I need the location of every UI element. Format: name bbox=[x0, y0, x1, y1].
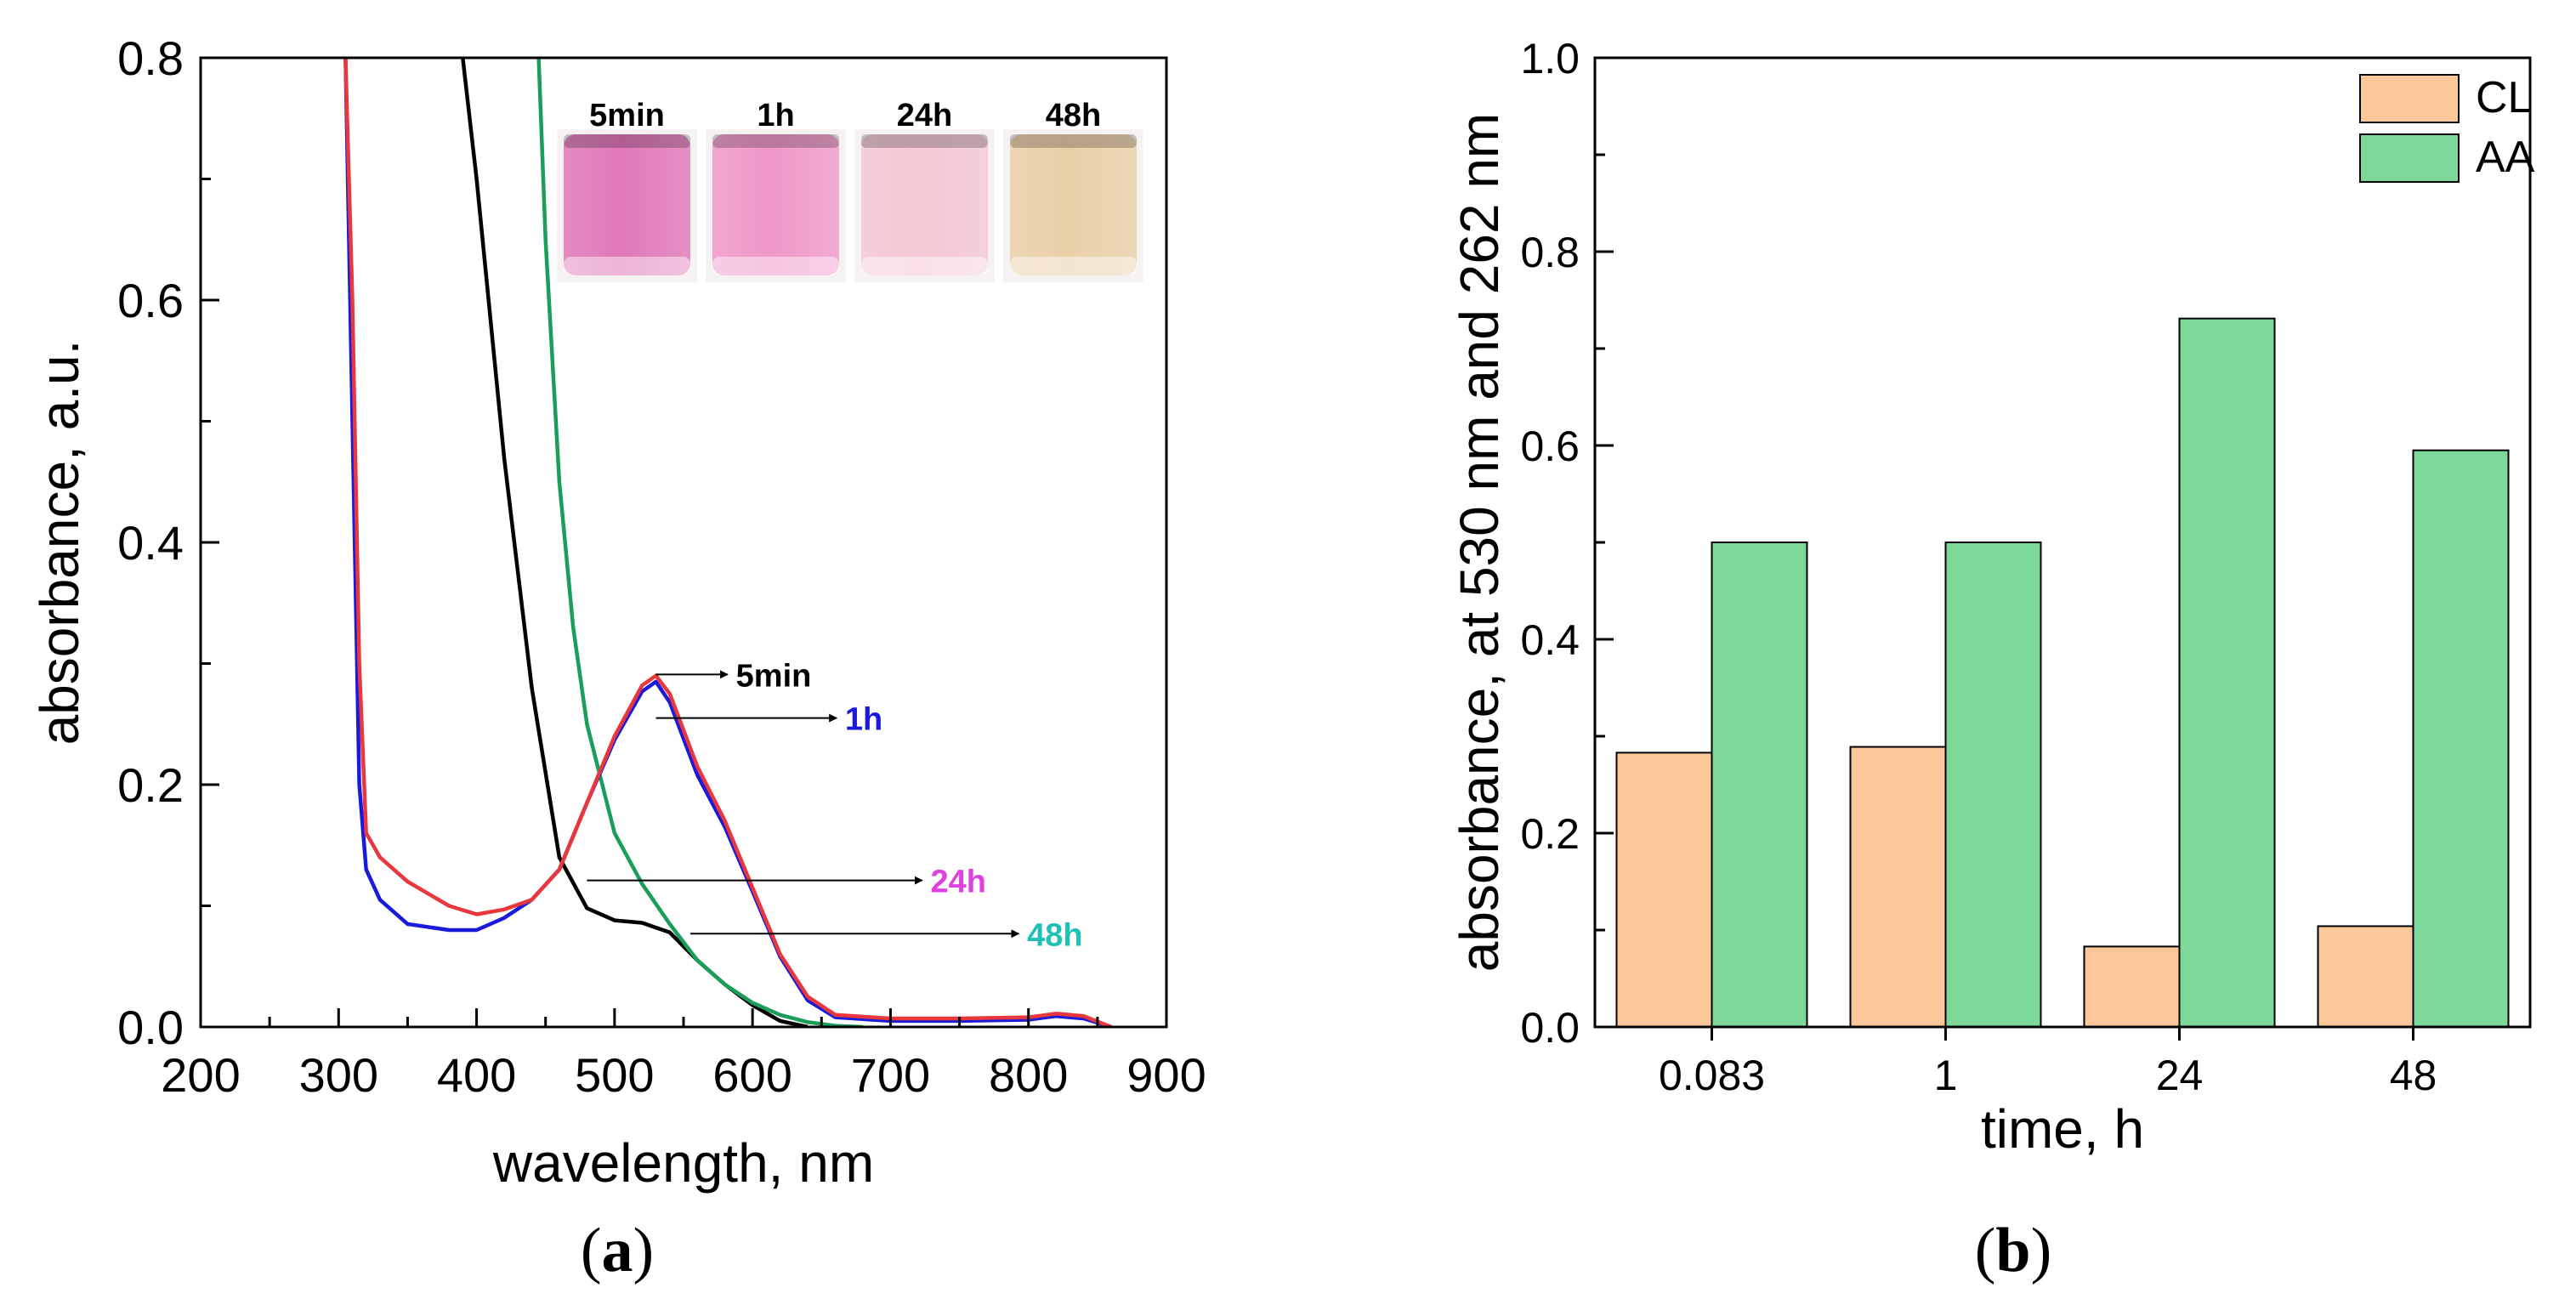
x-tick-label: 500 bbox=[575, 1048, 654, 1102]
annotation-label-5min: 5min bbox=[736, 658, 812, 694]
inset-vial-photos: 5min 1h 24h 48h bbox=[557, 98, 1143, 282]
vial-photo-1h bbox=[706, 129, 846, 282]
bar-AA-48 bbox=[2412, 449, 2510, 1028]
series-line-5min bbox=[343, 58, 1112, 1027]
legend-label-CL: CL bbox=[2476, 73, 2532, 122]
vial-label: 24h bbox=[897, 98, 952, 133]
y-tick-label: 0.8 bbox=[1520, 229, 1580, 276]
x-tick-label: 48 bbox=[2390, 1052, 2437, 1099]
x-tick-label: 400 bbox=[437, 1048, 516, 1102]
bar-CL-1 bbox=[1849, 746, 1947, 1028]
x-tick-label: 800 bbox=[989, 1048, 1068, 1102]
annotation-label-1h: 1h bbox=[845, 702, 882, 738]
x-tick-label: 1 bbox=[1934, 1052, 1958, 1099]
x-tick-label: 0.083 bbox=[1659, 1052, 1765, 1099]
panel-a-letter: a bbox=[602, 1216, 633, 1285]
vial-meniscus bbox=[1010, 134, 1137, 148]
panel-b-y-axis-label: absorbance, at 530 nm and 262 nm bbox=[1449, 113, 1510, 972]
bar-CL-24 bbox=[2083, 945, 2181, 1029]
y-tick-label: 0.2 bbox=[117, 758, 184, 812]
panel-b-letter: b bbox=[1995, 1216, 2030, 1285]
vial-liquid bbox=[861, 134, 988, 275]
vial-meniscus bbox=[712, 134, 839, 148]
vial-liquid bbox=[712, 134, 839, 275]
annotation-label-24h: 24h bbox=[930, 865, 985, 900]
vial-liquid bbox=[1010, 134, 1137, 275]
vial-base bbox=[861, 257, 988, 275]
vial-label: 1h bbox=[757, 98, 794, 133]
bar-CL-0.083 bbox=[1615, 752, 1713, 1028]
panel-b-x-axis-label: time, h bbox=[1981, 1098, 2144, 1160]
legend-swatch-CL bbox=[2359, 74, 2460, 123]
panel-a-x-axis-label: wavelength, nm bbox=[492, 1132, 874, 1194]
series-line-1h bbox=[343, 58, 1112, 1027]
panel-b-bar-chart: 0.083 1 24 48 0.0 0.2 0.4 0.6 0.8 1.0 CL AA time, … bbox=[1449, 35, 2535, 1285]
vial-label: 48h bbox=[1046, 98, 1101, 133]
x-tick-label: 600 bbox=[712, 1048, 792, 1102]
x-tick-label: 700 bbox=[851, 1048, 930, 1102]
panel-a-caption: (a) bbox=[581, 1216, 654, 1285]
bar-CL-48 bbox=[2317, 925, 2414, 1028]
vial-base bbox=[1010, 257, 1137, 275]
vial-liquid bbox=[564, 134, 690, 275]
y-tick-label: 0.2 bbox=[1520, 810, 1580, 858]
legend: CL AA bbox=[2359, 73, 2535, 183]
y-tick-label: 0.4 bbox=[117, 516, 184, 570]
vial-meniscus bbox=[861, 134, 988, 148]
legend-label-AA: AA bbox=[2476, 133, 2535, 182]
vial-meniscus bbox=[564, 134, 690, 148]
x-tick-label: 300 bbox=[299, 1048, 378, 1102]
y-tick-label: 0.4 bbox=[1520, 616, 1580, 664]
bar-AA-0.083 bbox=[1711, 542, 1808, 1028]
x-tick-label: 900 bbox=[1126, 1048, 1206, 1102]
vial-base bbox=[564, 257, 690, 275]
vial-photo-5min bbox=[557, 129, 697, 282]
bar-AA-1 bbox=[1944, 542, 2042, 1028]
legend-swatch-AA bbox=[2359, 133, 2460, 183]
y-tick-label: 0.8 bbox=[117, 31, 184, 85]
panel-a-y-axis-label: absorbance, a.u. bbox=[29, 340, 90, 746]
x-tick-label: 24 bbox=[2156, 1052, 2204, 1099]
y-tick-label: 0.0 bbox=[1520, 1004, 1580, 1052]
y-tick-label: 0.0 bbox=[117, 1001, 184, 1054]
vial-photo-48h bbox=[1003, 129, 1143, 282]
y-tick-label: 0.6 bbox=[1520, 423, 1580, 470]
vial-label: 5min bbox=[589, 98, 665, 133]
vial-photo-24h bbox=[854, 129, 995, 282]
y-tick-label: 0.6 bbox=[117, 274, 184, 327]
x-tick-label: 200 bbox=[161, 1048, 240, 1102]
vial-base bbox=[712, 257, 839, 275]
bar-AA-24 bbox=[2178, 317, 2276, 1029]
panel-b-caption: (b) bbox=[1975, 1216, 2051, 1285]
annotation-label-48h: 48h bbox=[1027, 917, 1082, 953]
panel-a-line-chart: 5min 1h 24h 48h 5min 1h 24h 48h 200 300 400 500 60… bbox=[29, 31, 1206, 1285]
series-line-48h bbox=[536, 58, 864, 1027]
y-tick-label: 1.0 bbox=[1520, 35, 1580, 82]
